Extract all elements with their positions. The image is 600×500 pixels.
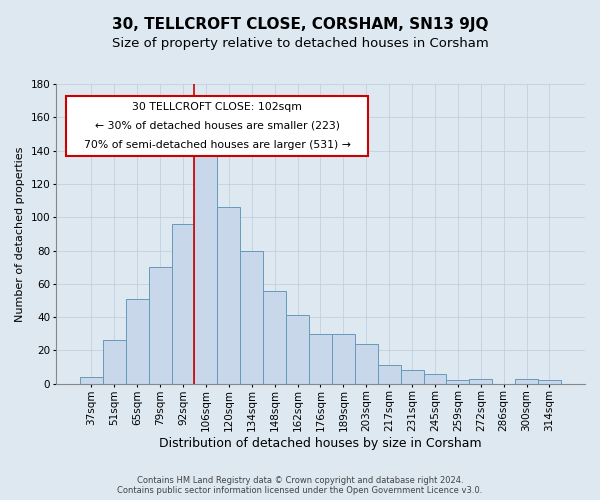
Bar <box>424 374 446 384</box>
Text: Contains HM Land Registry data © Crown copyright and database right 2024.
Contai: Contains HM Land Registry data © Crown c… <box>118 476 482 495</box>
Bar <box>332 334 355 384</box>
Text: Size of property relative to detached houses in Corsham: Size of property relative to detached ho… <box>112 38 488 51</box>
Text: 30, TELLCROFT CLOSE, CORSHAM, SN13 9JQ: 30, TELLCROFT CLOSE, CORSHAM, SN13 9JQ <box>112 18 488 32</box>
Bar <box>469 379 492 384</box>
Bar <box>240 250 263 384</box>
Bar <box>377 366 401 384</box>
Bar <box>446 380 469 384</box>
Bar <box>217 207 240 384</box>
Bar <box>172 224 194 384</box>
Bar <box>515 379 538 384</box>
Bar <box>103 340 126 384</box>
Bar <box>286 316 309 384</box>
Y-axis label: Number of detached properties: Number of detached properties <box>15 146 25 322</box>
Bar <box>401 370 424 384</box>
Bar <box>126 299 149 384</box>
Text: 30 TELLCROFT CLOSE: 102sqm: 30 TELLCROFT CLOSE: 102sqm <box>133 102 302 112</box>
Bar <box>309 334 332 384</box>
X-axis label: Distribution of detached houses by size in Corsham: Distribution of detached houses by size … <box>159 437 482 450</box>
Bar <box>149 267 172 384</box>
Bar <box>194 152 217 384</box>
FancyBboxPatch shape <box>67 96 368 156</box>
Text: 70% of semi-detached houses are larger (531) →: 70% of semi-detached houses are larger (… <box>84 140 350 150</box>
Bar <box>538 380 561 384</box>
Bar <box>80 377 103 384</box>
Text: ← 30% of detached houses are smaller (223): ← 30% of detached houses are smaller (22… <box>95 121 340 131</box>
Bar <box>355 344 377 384</box>
Bar <box>263 290 286 384</box>
